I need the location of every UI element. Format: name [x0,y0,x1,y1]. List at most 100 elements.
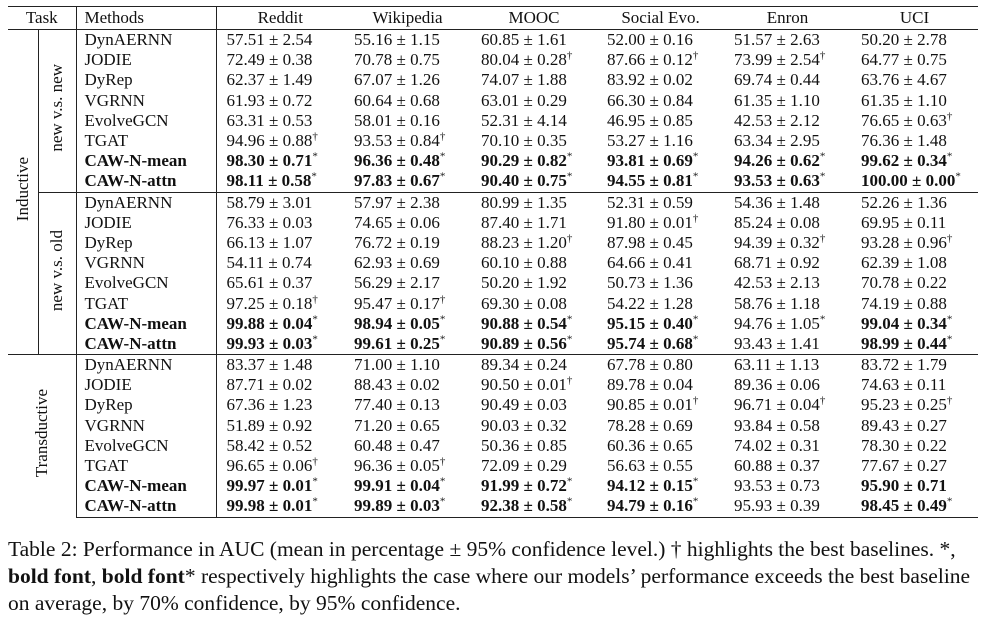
value-text: 78.30 ± 0.22 [861,435,947,455]
value-text: 51.57 ± 2.63 [734,30,820,50]
header-dataset: UCI [851,6,979,30]
significance-marker: * [312,150,318,163]
value-text: 96.71 ± 0.04 [734,395,820,415]
value-cell: 99.62 ± 0.34* [851,151,978,171]
value-text: 92.38 ± 0.58 [481,496,567,516]
value-cell: 90.40 ± 0.75* [471,171,597,192]
table-row: JODIE 76.33 ± 0.03 74.65 ± 0.06 87.40 ± 1.7… [8,213,978,233]
value-cell: 67.36 ± 1.23 [215,395,345,416]
value-text: 56.63 ± 0.55 [607,456,693,476]
value-text: 74.63 ± 0.11 [861,375,947,395]
value-cell: 71.00 ± 1.10 [344,354,472,376]
value-cell: 72.09 ± 0.29 [471,456,597,476]
significance-marker: † [819,49,826,62]
caption-text: * respectively highlights the case where… [8,564,971,615]
subgroup-label: new v.s. new [37,29,77,192]
value-cell: 99.88 ± 0.04* [215,314,345,334]
value-cell: 91.99 ± 0.72* [471,476,597,496]
significance-marker: * [955,170,961,183]
value-cell: 97.83 ± 0.67* [344,171,471,192]
value-cell: 54.11 ± 0.74 [215,253,345,274]
value-cell: 74.07 ± 1.88 [471,70,597,90]
significance-marker: * [439,150,446,163]
significance-marker: † [946,394,953,407]
value-text: 94.39 ± 0.32 [734,232,820,252]
value-cell: 67.07 ± 1.26 [344,70,471,90]
header-dataset: Enron [724,6,852,30]
table-row: Transductive DynAERNN 83.37 ± 1.48 71.00 ± … [8,354,979,517]
value-cell: 91.80 ± 0.01† [597,213,724,233]
significance-marker: † [819,232,826,245]
header-dataset: Reddit [215,6,345,30]
value-text: 93.28 ± 0.96 [861,232,947,252]
value-cell: 65.61 ± 0.37 [215,273,345,294]
value-cell: 90.49 ± 0.03 [471,395,597,415]
value-cell: 99.97 ± 0.01* [215,475,345,497]
value-text: 90.03 ± 0.32 [481,415,567,435]
value-text: 68.71 ± 0.92 [734,253,820,273]
significance-marker: † [692,49,699,62]
value-text: 61.35 ± 1.10 [734,90,820,110]
value-text: 54.11 ± 0.74 [226,253,312,273]
value-text: 94.55 ± 0.81 [607,171,693,191]
value-cell: 88.43 ± 0.02 [344,375,471,395]
value-text: 83.37 ± 1.48 [226,355,313,375]
value-text: 90.49 ± 0.03 [481,395,567,415]
value-cell: 63.34 ± 2.95 [724,131,851,151]
value-text: 90.29 ± 0.82 [481,151,567,171]
value-text: 51.89 ± 0.92 [226,415,313,435]
value-cell: 76.33 ± 0.03 [215,212,345,233]
method-name: DyRep [75,232,217,254]
value-text: 50.20 ± 1.92 [481,273,567,293]
value-text: 42.53 ± 2.13 [734,273,820,293]
value-text: 89.43 ± 0.27 [861,415,947,435]
value-text: 76.36 ± 1.48 [861,131,947,151]
value-text: 99.98 ± 0.01 [226,496,313,516]
value-text: 64.66 ± 0.41 [607,253,693,273]
value-text: 74.02 ± 0.31 [734,435,820,455]
method-name: DynAERNN [75,29,217,51]
value-text: 42.53 ± 2.12 [734,110,820,130]
significance-marker: * [819,170,826,183]
value-cell: 96.71 ± 0.04† [724,395,851,415]
task-label-text: Inductive [12,157,32,222]
value-text: 60.36 ± 0.65 [607,435,693,455]
value-cell: 70.10 ± 0.35 [471,131,597,151]
value-text: 97.83 ± 0.67 [354,171,440,191]
value-cell: 88.23 ± 1.20† [471,233,597,253]
value-cell: 83.72 ± 1.79 [851,354,979,376]
value-text: 58.76 ± 1.18 [734,293,820,313]
value-text: 95.15 ± 0.40 [607,313,693,333]
value-cell: 62.37 ± 1.49 [215,70,345,91]
value-cell: 42.53 ± 2.13 [724,273,851,293]
significance-marker: * [946,495,953,508]
value-cell: 56.29 ± 2.17 [344,273,471,293]
value-text: 58.42 ± 0.52 [226,435,313,455]
table-row: CAW-N-mean 99.88 ± 0.04* 98.94 ± 0.05* 90.8… [8,314,978,334]
significance-marker: * [692,150,699,163]
value-cell: 83.92 ± 0.02 [597,70,724,90]
value-text: 64.77 ± 0.75 [861,50,947,70]
value-text: 67.78 ± 0.80 [607,355,693,375]
method-name: TGAT [75,293,217,314]
value-text: 90.50 ± 0.01 [481,375,567,395]
value-cell: 70.78 ± 0.75 [344,50,471,70]
significance-marker: † [692,394,699,407]
value-cell: 61.93 ± 0.72 [215,90,345,111]
table-row: DyRep 66.13 ± 1.07 76.72 ± 0.19 88.23 ± 1.2… [8,232,978,254]
value-cell: 50.20 ± 1.92 [471,273,597,293]
method-name: TGAT [75,455,217,477]
significance-marker: * [312,475,318,488]
value-text: 88.43 ± 0.02 [354,375,440,395]
significance-marker: * [566,150,573,163]
value-cell: 57.97 ± 2.38 [344,191,472,213]
task-label: Inductive [8,30,38,355]
table-row: TGAT 97.25 ± 0.18† 95.47 ± 0.17† 69.30 ± 0.… [8,293,978,314]
table-row: EvolveGCN 63.31 ± 0.53 58.01 ± 0.16 52.31 ±… [8,111,978,131]
table-row: CAW-N-mean 98.30 ± 0.71* 96.36 ± 0.48* 90.2… [8,150,978,172]
value-cell: 99.04 ± 0.34* [851,314,978,334]
value-cell: 100.00 ± 0.00* [851,171,978,192]
table-caption: Table 2: Performance in AUC (mean in per… [8,536,978,617]
value-cell: 42.53 ± 2.12 [724,111,851,131]
value-cell: 46.95 ± 0.85 [597,111,724,131]
